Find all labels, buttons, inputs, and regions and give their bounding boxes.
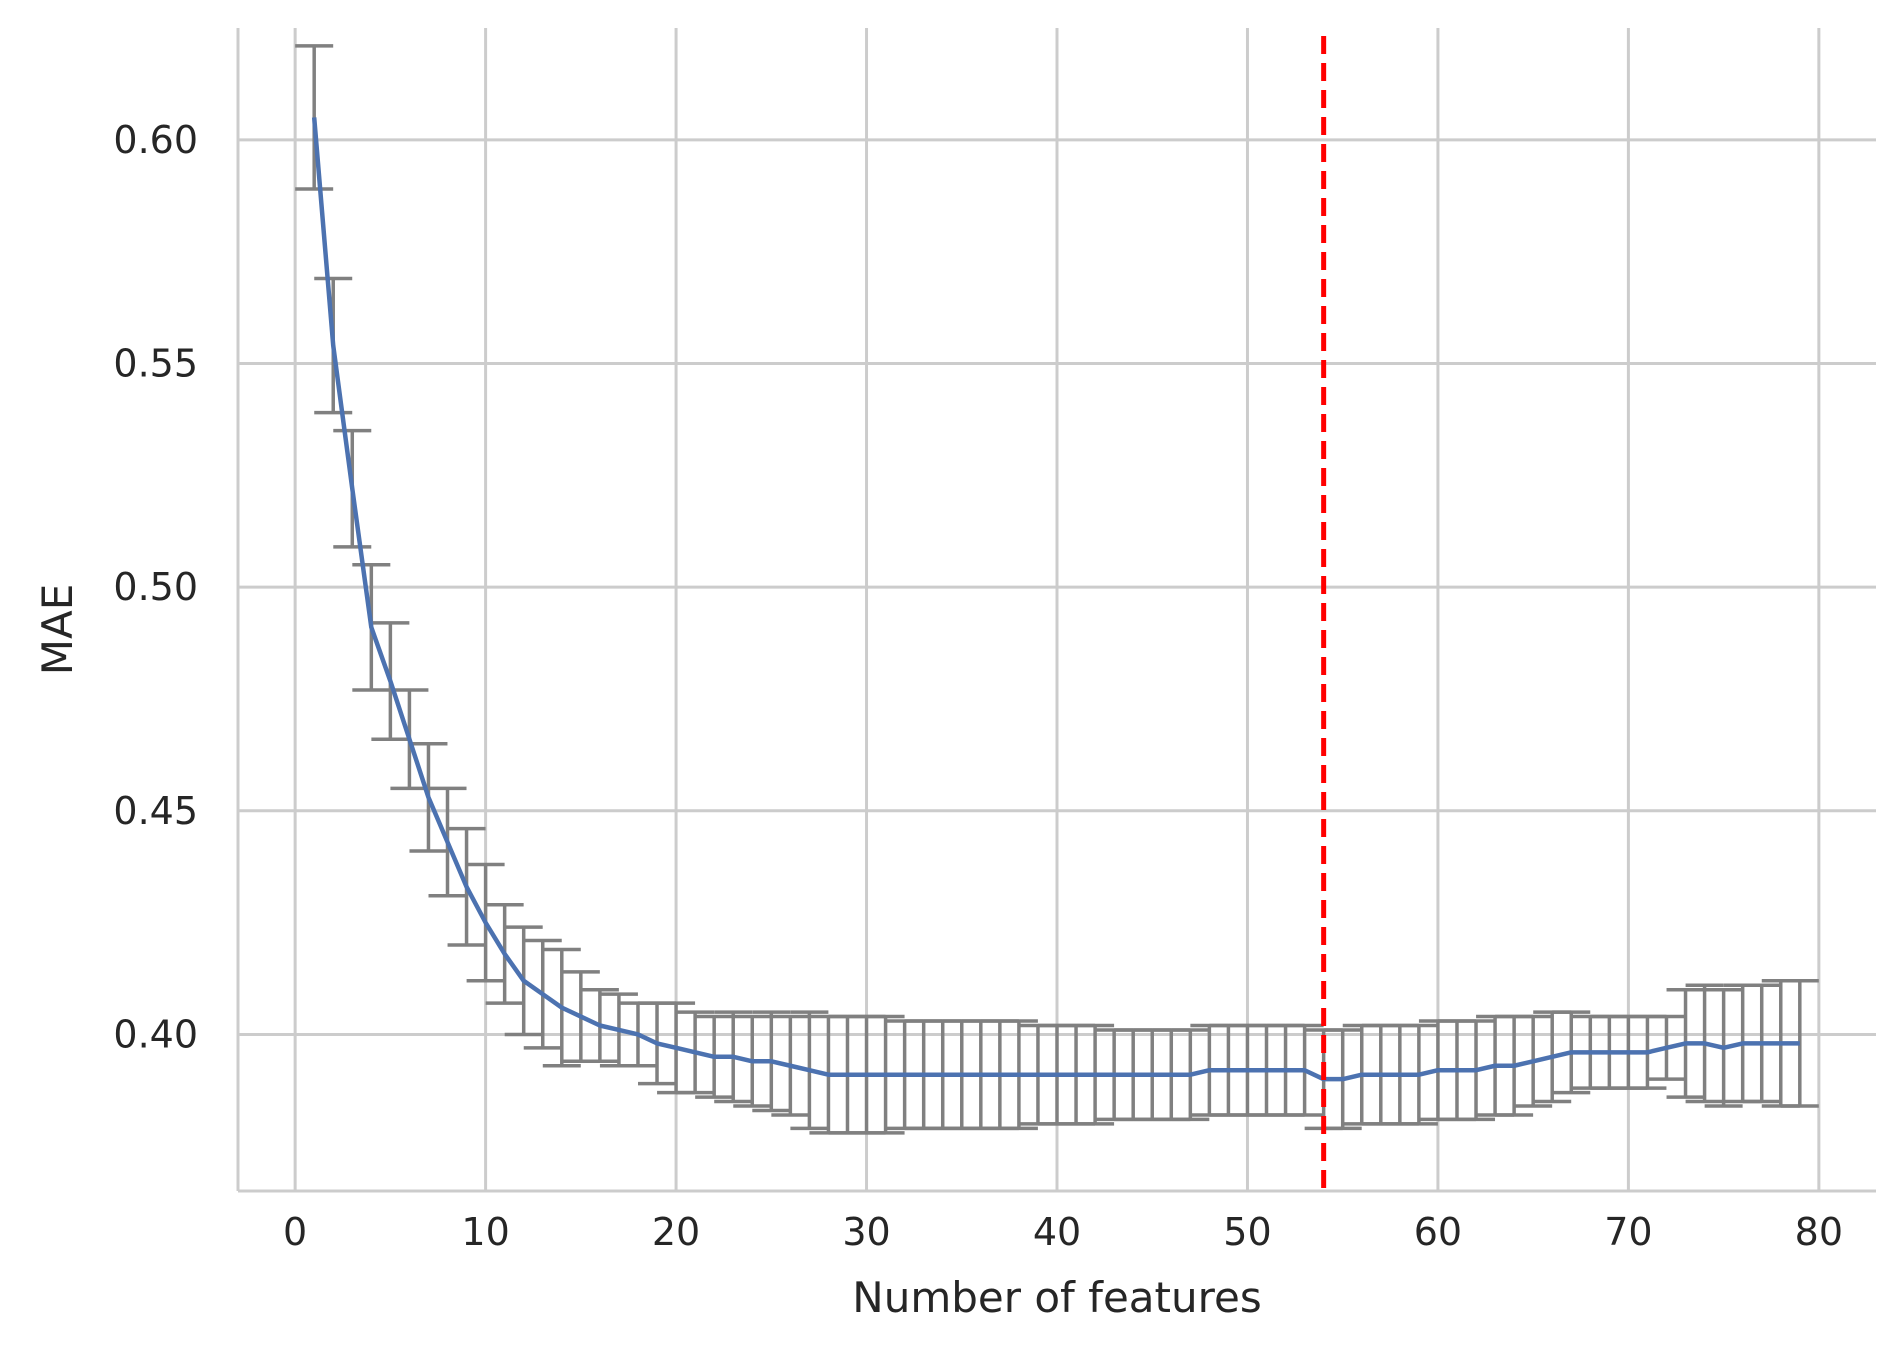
series-line — [311, 117, 1800, 1082]
x-axis-label: Number of features — [852, 1273, 1261, 1322]
x-tick-label: 30 — [842, 1210, 890, 1254]
y-axis-label: MAE — [33, 584, 82, 676]
tick-labels: 0 10 20 30 40 50 60 70 80 0.40 0.45 0.50 0.55 0.60 — [113, 118, 1843, 1254]
x-tick-label: 10 — [461, 1210, 509, 1254]
x-tick-label: 0 — [283, 1210, 307, 1254]
x-tick-label: 60 — [1414, 1210, 1462, 1254]
x-tick-label: 80 — [1795, 1210, 1843, 1254]
grid — [238, 28, 1876, 1191]
x-tick-label: 70 — [1604, 1210, 1652, 1254]
axes — [236, 28, 1876, 1193]
y-tick-label: 0.50 — [113, 565, 198, 609]
y-tick-label: 0.40 — [113, 1012, 198, 1056]
data-lines — [311, 117, 1800, 1082]
x-tick-label: 50 — [1223, 1210, 1271, 1254]
y-tick-label: 0.60 — [113, 118, 198, 162]
x-tick-label: 40 — [1033, 1210, 1081, 1254]
y-tick-label: 0.55 — [113, 341, 198, 385]
x-tick-label: 20 — [652, 1210, 700, 1254]
y-tick-label: 0.45 — [113, 789, 198, 833]
